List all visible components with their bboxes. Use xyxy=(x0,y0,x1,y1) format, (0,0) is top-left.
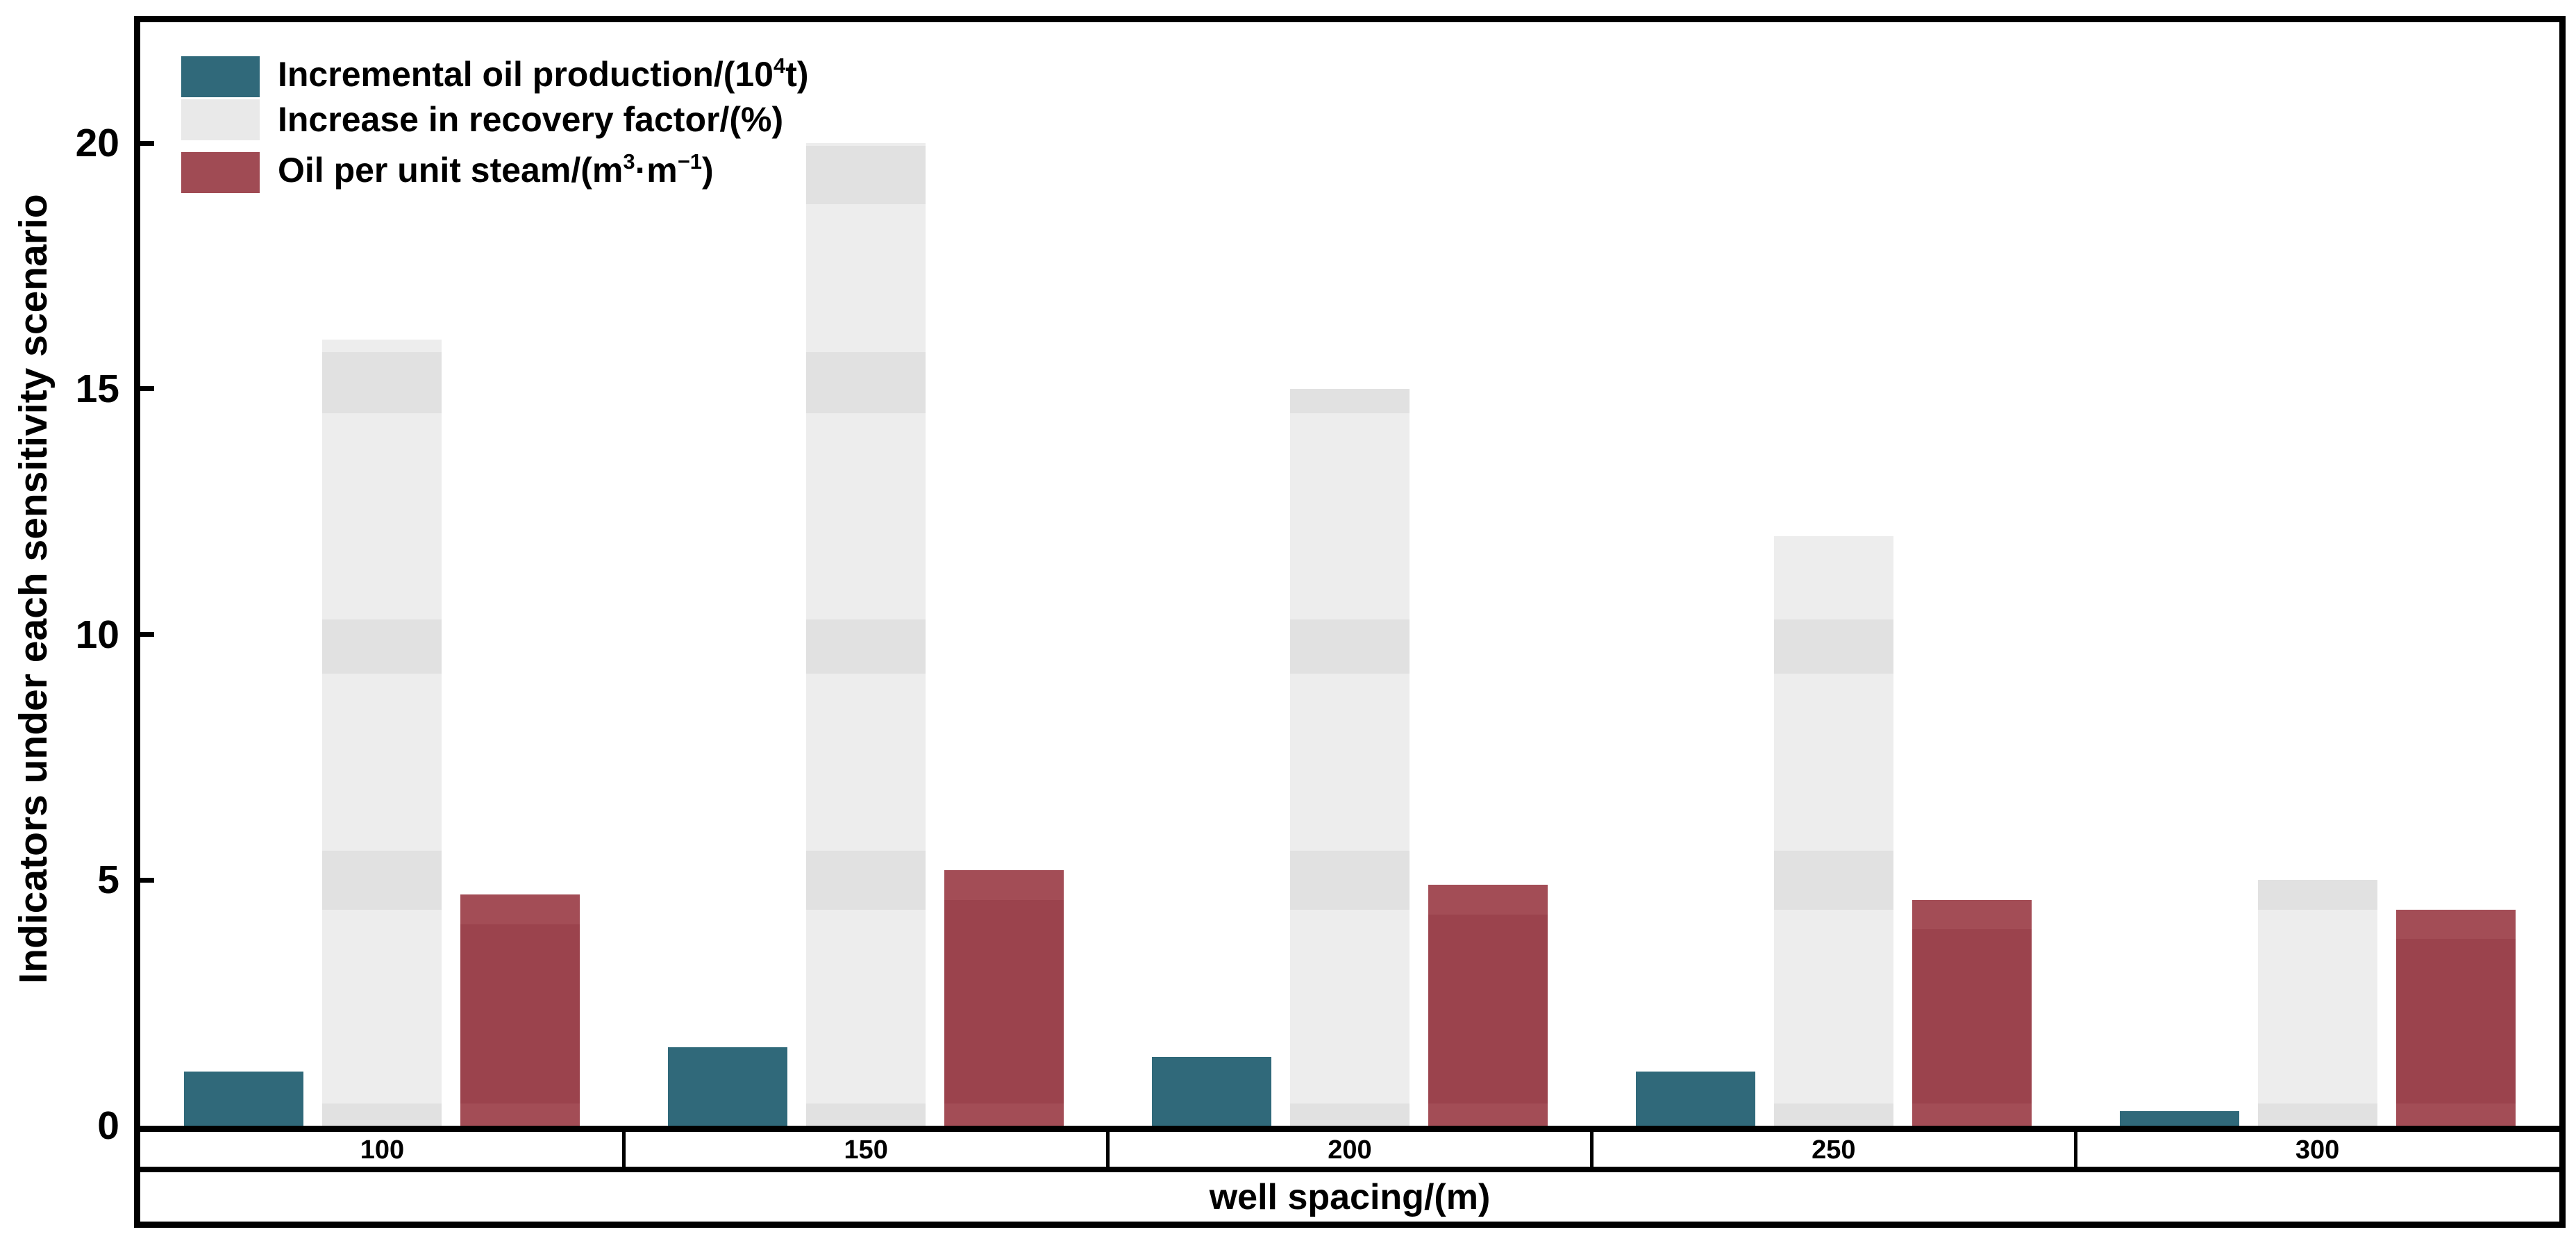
shade-band xyxy=(2257,1103,2377,1126)
legend-item-incremental-oil-production: Incremental oil production/(104t) xyxy=(181,53,809,99)
category-separator-2 xyxy=(1589,1132,1594,1167)
shade-band xyxy=(1773,619,1893,674)
shade-band xyxy=(806,351,926,414)
legend-label-oil-per-unit-steam: Oil per unit steam/(m3·m−1) xyxy=(278,149,714,190)
y-tick-20 xyxy=(140,140,154,146)
bar-incremental-oil-production-300 xyxy=(2119,1110,2239,1126)
legend-swatch-incremental-oil-production xyxy=(181,56,260,97)
bar-oil-per-unit-steam-250 xyxy=(1912,899,2032,1126)
category-separator-0 xyxy=(622,1132,626,1167)
shade-band xyxy=(1912,1103,2032,1126)
bar-oil-per-unit-steam-150 xyxy=(944,870,1064,1126)
category-label-300: 300 xyxy=(2295,1135,2340,1165)
y-tick-10 xyxy=(140,632,154,637)
shade-band xyxy=(806,1103,926,1126)
shade-band xyxy=(1290,388,1410,414)
bar-increase-in-recovery-factor-100 xyxy=(322,340,442,1126)
shade-band xyxy=(1290,619,1410,674)
bar-increase-in-recovery-factor-300 xyxy=(2257,880,2377,1126)
bar-oil-per-unit-steam-300 xyxy=(2395,909,2516,1126)
shade-band xyxy=(1428,1103,1548,1126)
category-label-150: 150 xyxy=(844,1135,888,1165)
legend-swatch-oil-per-unit-steam xyxy=(181,152,260,193)
shade-band xyxy=(806,850,926,910)
shade-band xyxy=(806,145,926,205)
shade-band xyxy=(460,1103,580,1126)
y-tick-label-20: 20 xyxy=(75,121,119,165)
legend-label-increase-in-recovery-factor: Increase in recovery factor/(%) xyxy=(278,100,784,139)
shade-band xyxy=(2257,880,2377,910)
shade-band xyxy=(1773,850,1893,910)
legend-item-increase-in-recovery-factor: Increase in recovery factor/(%) xyxy=(181,99,783,140)
shade-band xyxy=(322,850,442,910)
shade-band xyxy=(944,1103,1064,1126)
shade-band xyxy=(1912,899,2032,929)
shade-band xyxy=(1773,1103,1893,1126)
legend-swatch-increase-in-recovery-factor xyxy=(181,99,260,140)
y-tick-15 xyxy=(140,386,154,392)
y-tick-label-5: 5 xyxy=(97,858,119,903)
bar-oil-per-unit-steam-200 xyxy=(1428,885,1548,1126)
category-separator-3 xyxy=(2073,1132,2077,1167)
bar-incremental-oil-production-250 xyxy=(1635,1072,1755,1126)
y-tick-label-15: 15 xyxy=(75,366,119,411)
category-separator-1 xyxy=(1106,1132,1110,1167)
shade-band xyxy=(944,870,1064,900)
bar-increase-in-recovery-factor-200 xyxy=(1290,388,1410,1126)
shade-band xyxy=(1290,850,1410,910)
y-tick-label-0: 0 xyxy=(97,1103,119,1148)
y-tick-label-10: 10 xyxy=(75,612,119,657)
category-label-200: 200 xyxy=(1328,1135,1372,1165)
bar-incremental-oil-production-100 xyxy=(184,1072,304,1126)
category-strip xyxy=(134,1132,2566,1172)
bar-oil-per-unit-steam-100 xyxy=(460,894,580,1126)
bar-increase-in-recovery-factor-150 xyxy=(806,143,926,1126)
x-axis-title: well spacing/(m) xyxy=(1209,1176,1491,1217)
bar-incremental-oil-production-150 xyxy=(668,1047,788,1126)
shade-band xyxy=(322,351,442,414)
shade-band xyxy=(2395,909,2516,940)
legend-label-incremental-oil-production: Incremental oil production/(104t) xyxy=(278,53,809,94)
shade-band xyxy=(322,619,442,674)
shade-band xyxy=(1428,885,1548,915)
shade-band xyxy=(2395,1103,2516,1126)
x-title-strip: well spacing/(m) xyxy=(134,1172,2566,1228)
category-label-250: 250 xyxy=(1812,1135,1856,1165)
legend-item-oil-per-unit-steam: Oil per unit steam/(m3·m−1) xyxy=(181,149,714,195)
shade-band xyxy=(806,619,926,674)
bar-incremental-oil-production-200 xyxy=(1152,1056,1271,1126)
bar-increase-in-recovery-factor-250 xyxy=(1773,536,1893,1126)
category-label-100: 100 xyxy=(360,1135,405,1165)
shade-band xyxy=(1290,1103,1410,1126)
shade-band xyxy=(460,894,580,924)
plot-area xyxy=(134,16,2566,1132)
shade-band xyxy=(322,1103,442,1126)
y-tick-5 xyxy=(140,877,154,883)
